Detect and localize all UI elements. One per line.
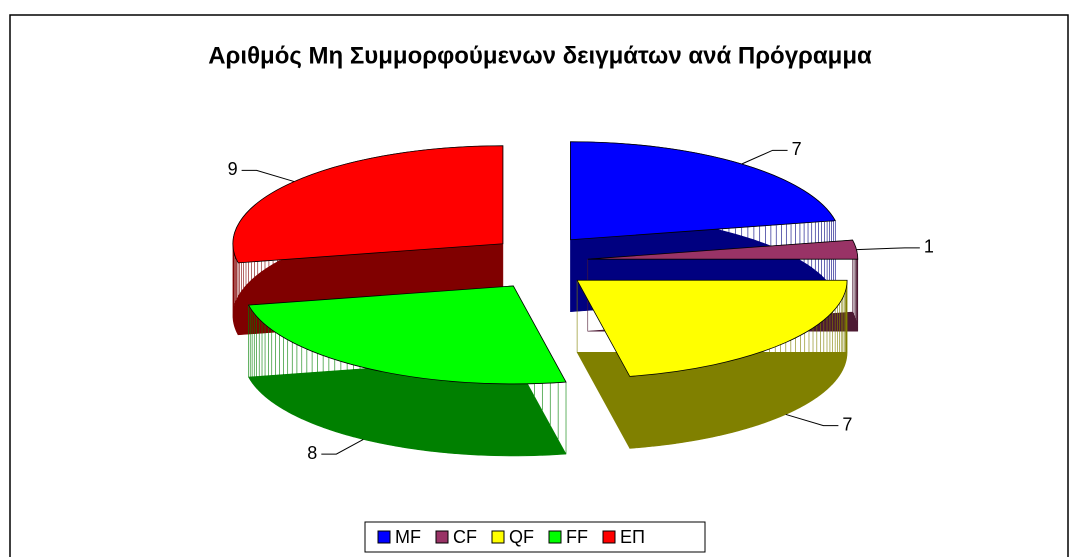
legend-swatch xyxy=(377,530,391,544)
legend-label: CF xyxy=(453,527,477,547)
legend-swatch xyxy=(435,530,449,544)
data-label: 7 xyxy=(842,414,852,434)
data-label: 1 xyxy=(924,237,934,257)
leader-line xyxy=(741,149,788,165)
leader-line xyxy=(321,438,364,455)
data-label: 8 xyxy=(307,443,317,463)
leader-line xyxy=(241,169,295,183)
legend-label: MF xyxy=(395,527,421,547)
chart-frame xyxy=(9,14,1069,557)
slice xyxy=(232,145,504,264)
chart-title: Αριθμός Μη Συμμορφούμενων δειγμάτων ανά … xyxy=(208,42,872,69)
slice xyxy=(247,285,567,385)
legend-label: FF xyxy=(566,527,588,547)
data-label: 7 xyxy=(792,139,802,159)
slice xyxy=(576,279,848,377)
legend-frame xyxy=(364,521,706,553)
data-label: 9 xyxy=(228,159,238,179)
legend-swatch xyxy=(491,530,505,544)
legend-swatch xyxy=(548,530,562,544)
legend-label: QF xyxy=(509,527,534,547)
legend-label: ΕΠ xyxy=(620,527,645,547)
legend-swatch xyxy=(602,530,616,544)
leader-line xyxy=(785,413,839,427)
leader-line xyxy=(856,247,920,251)
